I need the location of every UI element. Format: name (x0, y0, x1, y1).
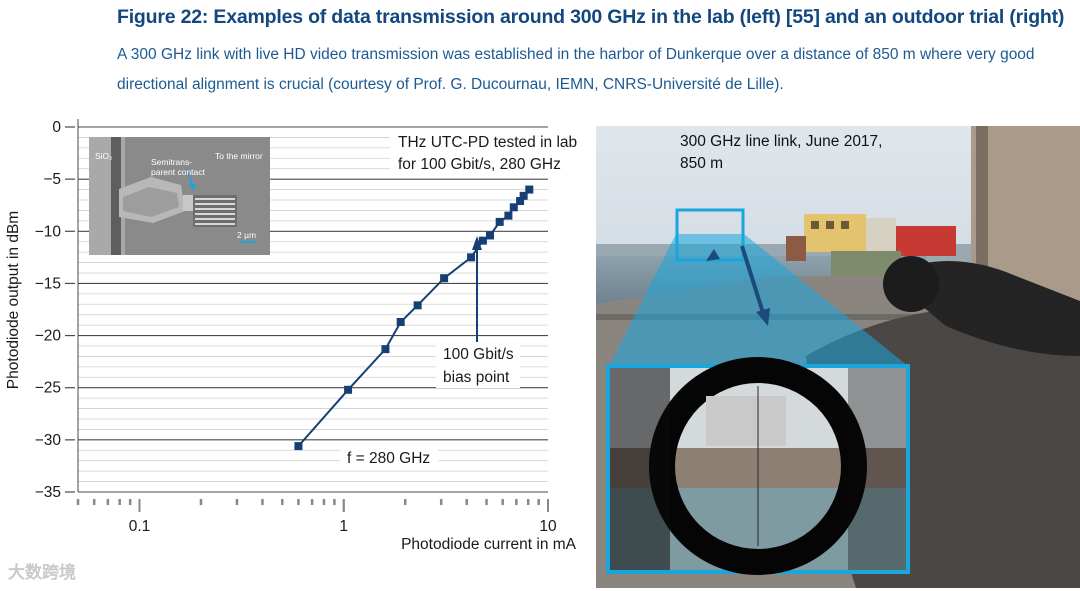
chart-series (294, 185, 534, 451)
data-point (495, 217, 504, 226)
x-axis-label: Photodiode current in mA (401, 536, 577, 553)
annotation-top-bg (390, 130, 568, 174)
inset-label-mirror: To the mirror (215, 151, 263, 161)
photo-caption: 300 GHz line link, June 2017, 850 m (680, 131, 920, 175)
data-point (525, 185, 534, 194)
x-tick-label: 10 (539, 518, 557, 535)
figure-title: Figure 22: Examples of data transmission… (117, 6, 1065, 28)
y-tick-label: −35 (35, 484, 61, 501)
figure-caption: A 300 GHz link with live HD video transm… (117, 46, 1035, 93)
chart-ticks: 0 −5 −10 −15 −20 −25 −30 −35 0.1 1 10 (35, 119, 557, 535)
y-tick-label: 0 (52, 119, 61, 136)
y-tick-label: −25 (35, 380, 61, 397)
data-point (478, 236, 487, 245)
data-point (519, 191, 528, 200)
watermark-text: 大数跨境 (8, 563, 76, 582)
data-point (294, 442, 303, 451)
annotation-bias-bg (436, 342, 520, 388)
data-point (509, 203, 518, 212)
annotation-top-line2: for 100 Gbit/s, 280 GHz (398, 156, 561, 173)
x-tick-label: 1 (339, 518, 348, 535)
annotation-bias-line2: bias point (443, 369, 510, 386)
y-tick-label: −20 (35, 328, 62, 345)
annotation-bias-line1: 100 Gbit/s (443, 346, 514, 363)
data-point (504, 211, 513, 220)
inset-label-material: SiO₂ (95, 151, 113, 161)
data-point (344, 385, 353, 394)
data-point (516, 197, 525, 206)
y-axis-label: Photodiode output in dBm (5, 211, 22, 389)
bias-arrow-head (472, 236, 482, 250)
x-tick-label: 0.1 (129, 518, 151, 535)
utc-pd-micrograph: SiO₂ Semitrans- parent contact To the mi… (89, 137, 270, 255)
annotation-top-line1: THz UTC-PD tested in lab (398, 134, 577, 151)
outdoor-trial-photo (596, 126, 1080, 588)
y-tick-label: −15 (35, 275, 61, 292)
series-line (297, 188, 531, 447)
data-point (440, 274, 449, 283)
y-tick-label: −5 (43, 171, 61, 188)
data-point (485, 231, 494, 240)
inset-label-contact-2: parent contact (151, 167, 205, 177)
annotation-freq: f = 280 GHz (347, 450, 430, 467)
data-point (396, 318, 405, 327)
data-point (413, 301, 422, 310)
photodiode-chart: 0 −5 −10 −15 −20 −25 −30 −35 0.1 1 10 Photodiode o… (5, 119, 577, 553)
y-tick-label: −30 (35, 432, 62, 449)
photo-caption-line1: 300 GHz line link, June 2017, (680, 133, 883, 150)
inset-scale-label: 2 µm (237, 230, 257, 240)
y-tick-label: −10 (35, 223, 62, 240)
annotation-freq-bg (340, 444, 438, 470)
photo-caption-line2: 850 m (680, 155, 724, 172)
data-point (381, 345, 390, 354)
inset-label-contact-1: Semitrans- (151, 157, 193, 167)
data-point (467, 253, 476, 262)
